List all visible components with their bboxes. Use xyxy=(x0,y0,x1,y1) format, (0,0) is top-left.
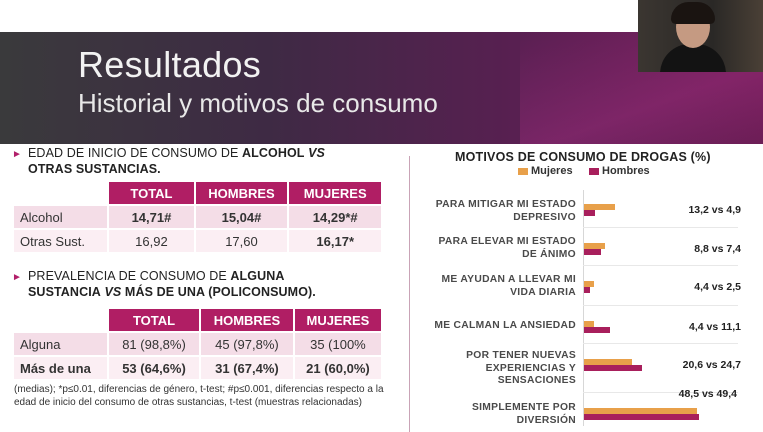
category-label: SIMPLEMENTE POR DIVERSIÓN xyxy=(471,402,576,426)
cell: 17,60 xyxy=(194,228,290,252)
bar-mujeres xyxy=(584,204,615,210)
category-label: POR TENER NUEVAS EXPERIENCIAS Y SENSACIO… xyxy=(466,350,576,386)
slide-header-band xyxy=(0,32,763,144)
grid-line xyxy=(583,392,738,393)
col-hombres: HOMBRES xyxy=(200,309,295,332)
col-hombres: HOMBRES xyxy=(194,182,290,205)
col-mujeres: MUJERES xyxy=(293,309,384,332)
slide-subtitle: Historial y motivos de consumo xyxy=(78,88,438,118)
data-label: 20,6 vs 24,7 xyxy=(682,359,741,371)
legend-item-mujeres: Mujeres xyxy=(518,165,573,177)
section2-heading: PREVALENCIA DE CONSUMO DE ALGUNA SUSTANC… xyxy=(28,269,316,299)
bar-hombres xyxy=(584,210,596,216)
cell: 31 (67,4%) xyxy=(200,355,295,379)
row-label: Otras Sust. xyxy=(14,228,110,252)
cell: 21 (60,0%) xyxy=(293,355,384,379)
bullet-arrow-icon: ► xyxy=(12,272,22,283)
cell: 14,71# xyxy=(108,204,196,229)
chart-title: MOTIVOS DE CONSUMO DE DROGAS (%) xyxy=(455,150,711,164)
bar-mujeres xyxy=(584,408,698,414)
legend-label: Hombres xyxy=(602,165,650,177)
bar-mujeres xyxy=(584,243,605,249)
bar-hombres xyxy=(584,414,700,420)
bar-mujeres xyxy=(584,321,595,327)
table-row: Alcohol 14,71# 15,04# 14,29*# xyxy=(14,204,383,229)
row-label: Alguna xyxy=(14,331,109,356)
data-label: 48,5 vs 49,4 xyxy=(678,388,737,400)
grid-line xyxy=(583,305,738,306)
cell: 16,92 xyxy=(108,228,196,252)
data-label: 4,4 vs 11,1 xyxy=(689,321,741,333)
legend-item-hombres: Hombres xyxy=(589,165,650,177)
chart-axis xyxy=(583,190,584,426)
category-label: PARA MITIGAR MI ESTADO DEPRESIVO xyxy=(435,199,576,223)
category-label: ME CALMAN LA ANSIEDAD xyxy=(434,320,576,331)
webcam-person-hair xyxy=(671,2,715,24)
age-onset-table: TOTAL HOMBRES MUJERES Alcohol 14,71# 15,… xyxy=(14,182,383,252)
cell: 35 (100% xyxy=(293,331,384,356)
cell: 16,17* xyxy=(288,228,383,252)
grid-line xyxy=(583,265,738,266)
data-label: 13,2 vs 4,9 xyxy=(688,204,741,216)
row-label: Más de una xyxy=(14,355,109,379)
cell: 14,29*# xyxy=(288,204,383,229)
bar-hombres xyxy=(584,327,610,333)
cell: 15,04# xyxy=(194,204,290,229)
col-total: TOTAL xyxy=(108,309,201,332)
table-corner xyxy=(14,309,109,332)
bar-hombres xyxy=(584,287,590,293)
bullet-arrow-icon: ► xyxy=(12,149,22,160)
bar-mujeres xyxy=(584,281,595,287)
section1-heading: EDAD DE INICIO DE CONSUMO DE ALCOHOL VS … xyxy=(28,146,325,176)
bar-hombres xyxy=(584,365,642,371)
col-mujeres: MUJERES xyxy=(288,182,383,205)
column-divider xyxy=(409,156,410,432)
bar-hombres xyxy=(584,249,602,255)
webcam-overlay xyxy=(638,0,763,72)
grid-line xyxy=(583,343,738,344)
cell: 45 (97,8%) xyxy=(200,331,295,356)
table-row: Alguna 81 (98,8%) 45 (97,8%) 35 (100% xyxy=(14,331,384,356)
table-corner xyxy=(14,182,110,205)
bar-mujeres xyxy=(584,359,633,365)
data-label: 8,8 vs 7,4 xyxy=(694,243,741,255)
legend-label: Mujeres xyxy=(531,165,573,177)
cell: 53 (64,6%) xyxy=(108,355,201,379)
category-label: ME AYUDAN A LLEVAR MI VIDA DIARIA xyxy=(441,274,576,298)
row-label: Alcohol xyxy=(14,204,110,229)
grid-line xyxy=(583,227,738,228)
legend-swatch-hombres xyxy=(589,167,599,175)
slide-title: Resultados xyxy=(78,44,262,85)
prevalence-table: TOTAL HOMBRES MUJERES Alguna 81 (98,8%) … xyxy=(14,309,384,379)
col-total: TOTAL xyxy=(108,182,196,205)
data-label: 4,4 vs 2,5 xyxy=(694,281,741,293)
table-row: Más de una 53 (64,6%) 31 (67,4%) 21 (60,… xyxy=(14,355,384,379)
cell: 81 (98,8%) xyxy=(108,331,201,356)
category-label: PARA ELEVAR MI ESTADO DE ÁNIMO xyxy=(438,236,576,260)
footnote: (medias); *p≤0.01, diferencias de género… xyxy=(14,384,384,408)
table-row: Otras Sust. 16,92 17,60 16,17* xyxy=(14,228,383,252)
legend-swatch-mujeres xyxy=(518,167,528,175)
